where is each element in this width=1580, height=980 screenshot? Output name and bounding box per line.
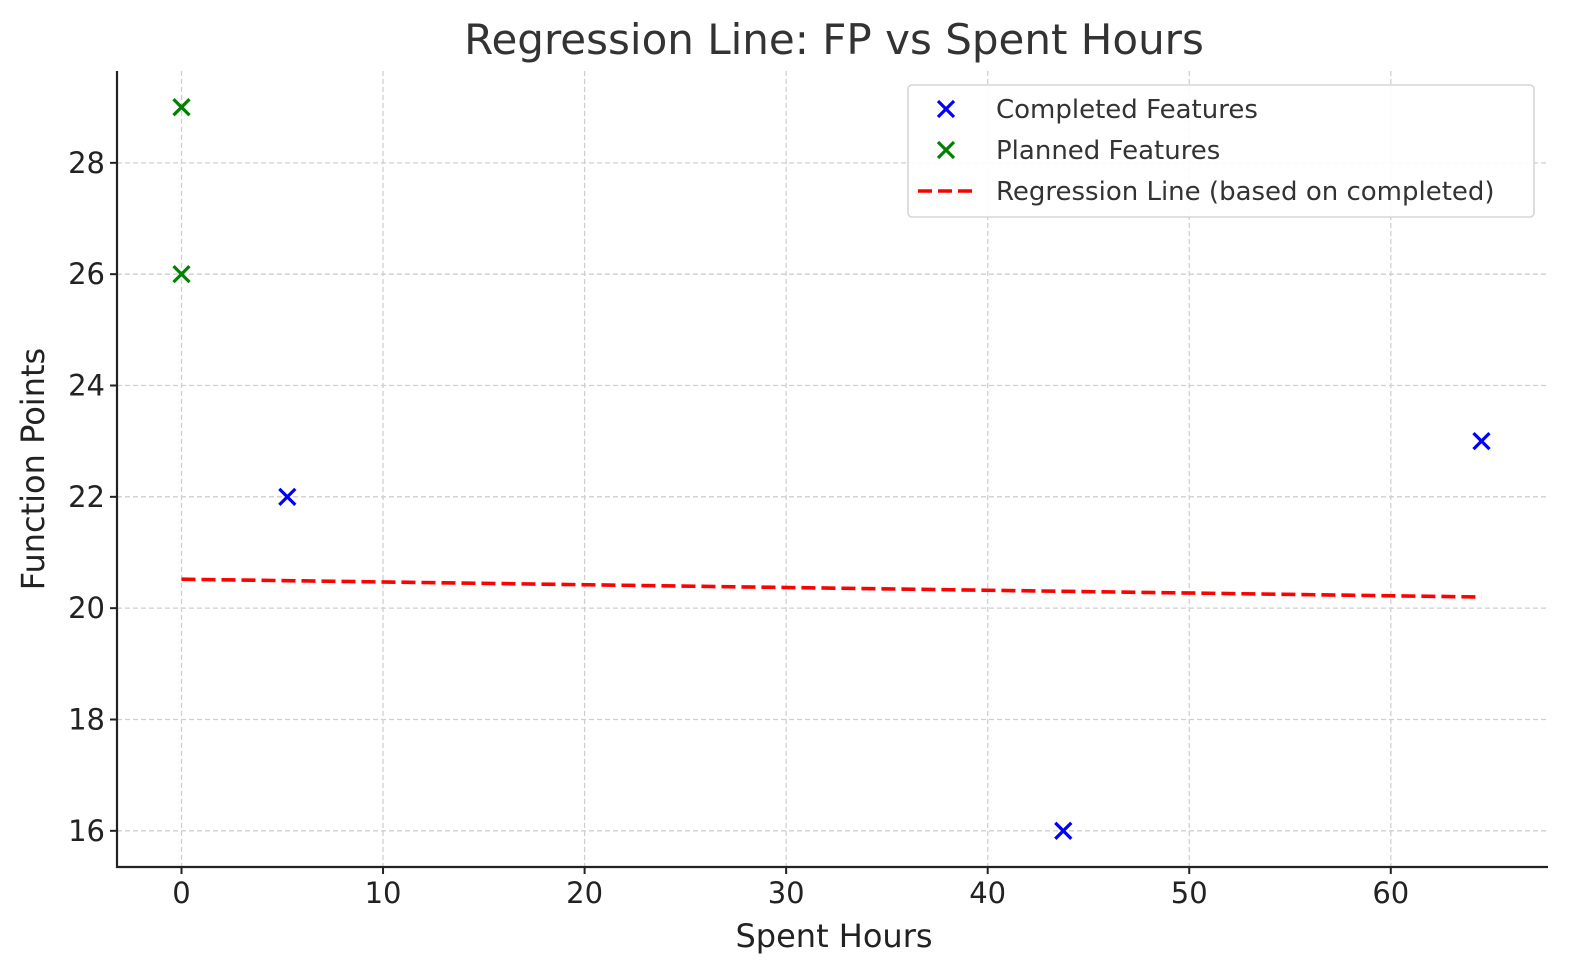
planned-features-point	[172, 98, 191, 117]
y-tick-label: 26	[68, 257, 105, 291]
plot-series	[172, 98, 1491, 840]
legend-box	[907, 84, 1535, 218]
x-tick-label: 50	[1171, 876, 1208, 910]
y-axis-label: Function Points	[14, 348, 52, 590]
x-tick-label: 0	[172, 876, 190, 910]
y-tick-label: 28	[68, 146, 105, 180]
x-tick-label: 60	[1372, 876, 1409, 910]
x-tick-label: 20	[566, 876, 603, 910]
y-tick-label: 24	[68, 369, 105, 403]
x-axis-label: Spent Hours	[735, 917, 932, 955]
axis-spines	[115, 71, 1548, 869]
regression-line	[181, 577, 1482, 599]
legend-marker	[936, 140, 956, 160]
x-tick-label: 30	[768, 876, 805, 910]
completed-features-point	[1472, 432, 1491, 451]
chart-title: Regression Line: FP vs Spent Hours	[464, 15, 1204, 64]
completed-features-point	[278, 487, 297, 506]
legend-label: Planned Features	[996, 136, 1220, 166]
legend-marker	[936, 99, 956, 119]
legend: Completed Features Planned Features Regres…	[907, 84, 1535, 218]
y-tick-label: 22	[68, 480, 105, 514]
y-tick-label: 20	[68, 591, 105, 625]
legend-label: Regression Line (based on completed)	[996, 177, 1495, 207]
x-tick-label: 40	[969, 876, 1006, 910]
axes: 0 10 20 30 40 50 60 16 18 20 22 24 26 28	[68, 71, 1548, 910]
y-tick-label: 16	[68, 814, 105, 848]
x-tick-label: 10	[365, 876, 402, 910]
planned-features-point	[172, 265, 191, 284]
legend-label: Completed Features	[996, 95, 1258, 125]
completed-features-point	[1054, 821, 1073, 840]
y-tick-label: 18	[68, 702, 105, 736]
